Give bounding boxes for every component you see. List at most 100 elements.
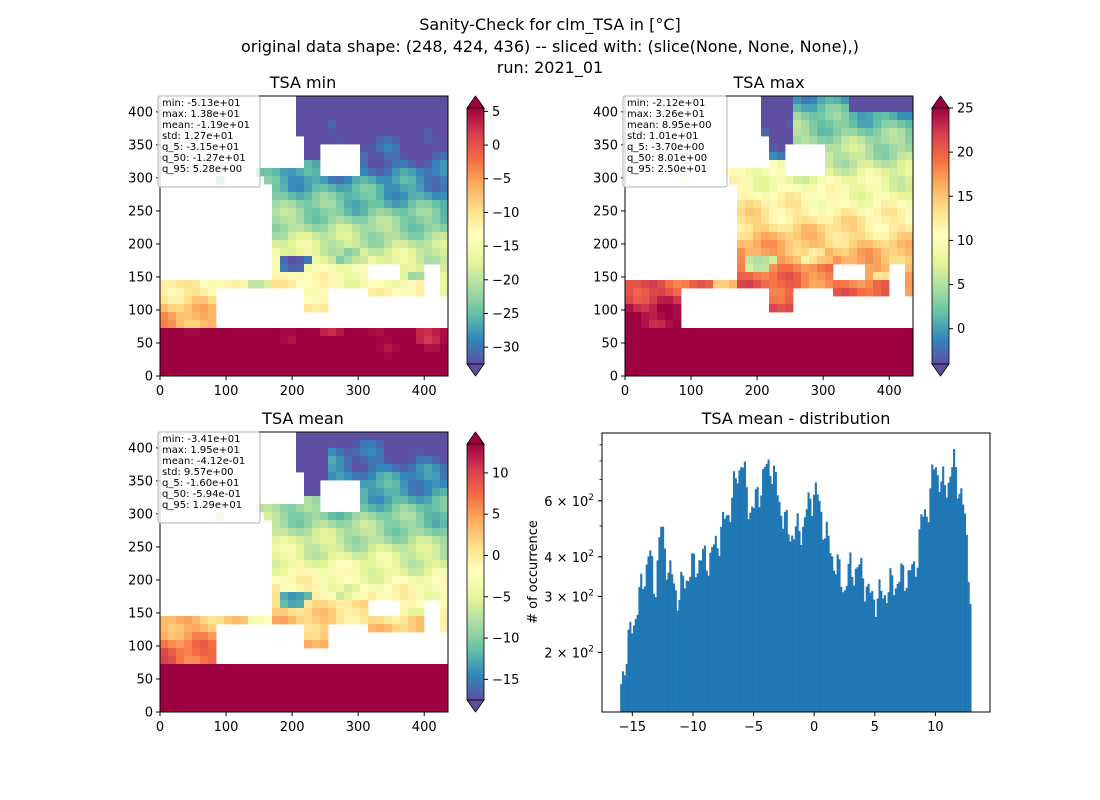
colorbar: 10 5 0 −5 −10 −15	[466, 431, 519, 713]
histogram-bar	[696, 573, 699, 712]
y-axis: 0 50 100 150 200 250 300 350 400	[128, 441, 160, 721]
histogram-bar	[642, 589, 645, 712]
plot-frame	[624, 95, 914, 377]
panel-title: TSA max	[732, 73, 804, 92]
stats-box-frame	[157, 431, 261, 524]
stats-line: std: 9.57e+00	[162, 467, 234, 478]
histogram-bar	[922, 516, 925, 712]
y-tick-label: 250	[593, 204, 618, 219]
histogram-bar	[754, 489, 757, 712]
colorbar-tick-label: 0	[492, 549, 500, 564]
y-tick-label: 350	[128, 138, 153, 153]
x-tick-label: 300	[346, 720, 371, 735]
histogram-bar	[934, 467, 937, 712]
stats-line: mean: -4.12e-01	[162, 456, 245, 467]
x-tick-label: 400	[412, 384, 437, 399]
histogram-bar	[745, 487, 748, 712]
stats-box-frame	[157, 95, 261, 188]
stats-line: std: 1.01e+01	[627, 131, 699, 142]
histogram-bar	[778, 501, 781, 712]
x-tick-label: 400	[877, 384, 902, 399]
colorbar-tick-label: 0	[957, 322, 965, 337]
histogram-bar	[953, 449, 956, 712]
colorbar-tick-label: 25	[957, 102, 974, 117]
histogram-bar	[887, 592, 890, 712]
histogram-bar	[758, 507, 761, 712]
histogram-bar	[702, 548, 705, 712]
x-tick-label: 5	[871, 720, 879, 735]
colorbar-tick-label: −30	[492, 341, 519, 356]
histogram-bar	[694, 577, 697, 712]
histogram-bar	[893, 595, 896, 712]
histogram-bar	[849, 552, 852, 712]
histogram-bar	[858, 564, 861, 712]
suptitle-line-1: Sanity-Check for clm_TSA in [°C]	[419, 15, 681, 35]
stats-line: min: -3.41e+01	[162, 434, 241, 445]
histogram-bar	[751, 506, 754, 712]
x-tick-label: 100	[214, 720, 239, 735]
heatmap-map-tsa-min	[160, 96, 449, 377]
histogram-bar	[882, 598, 885, 712]
histogram-bar	[969, 603, 972, 712]
y-tick-label: 0	[145, 706, 153, 721]
histogram-bar	[647, 556, 650, 712]
histogram-bar	[705, 570, 708, 712]
histogram-bar	[780, 515, 783, 712]
histogram-bar	[765, 463, 768, 712]
histogram-bar	[792, 539, 796, 712]
stats-line: q_50: -1.27e+01	[162, 153, 246, 164]
stats-line: max: 3.26e+01	[627, 109, 705, 120]
histogram-bar	[720, 526, 723, 712]
plot-frame	[159, 95, 449, 377]
histogram-bar	[825, 521, 828, 712]
histogram-bar	[898, 581, 901, 712]
colorbar: 25 20 15 10 5 0	[931, 95, 974, 377]
histogram-bar	[947, 482, 950, 712]
x-tick-label: 200	[280, 720, 305, 735]
histogram-bar	[871, 591, 874, 712]
histogram-bar	[625, 664, 628, 712]
histogram-bar	[738, 470, 741, 712]
x-tick-label: 200	[280, 384, 305, 399]
colorbar-extend-bottom	[931, 363, 950, 377]
histogram-bar	[651, 556, 654, 712]
histogram-bar	[867, 583, 870, 712]
histogram-bar	[676, 610, 679, 712]
colorbar-frame	[466, 443, 485, 701]
histogram-bar	[652, 593, 656, 712]
colorbar-tick-label: −10	[492, 632, 519, 647]
stats-line: max: 1.38e+01	[162, 109, 240, 120]
histogram-bar	[812, 494, 816, 712]
y-tick-label: 350	[128, 474, 153, 489]
y-tick-label: 100	[593, 303, 618, 318]
y-tick-label: 400	[593, 105, 618, 120]
x-tick-label: 0	[156, 384, 164, 399]
y-tick-label: 4 × 102	[544, 549, 594, 566]
histogram-bar	[771, 484, 774, 712]
histogram-bar	[865, 586, 868, 712]
panel-title: TSA mean - distribution	[701, 409, 891, 428]
colorbar-gradient	[932, 108, 949, 364]
plot-frame	[601, 432, 991, 713]
histogram-bar	[933, 469, 936, 712]
y-axis: 0 50 100 150 200 250 300 350 400	[593, 105, 625, 385]
stats-line: min: -5.13e+01	[162, 98, 241, 109]
x-tick-label: 400	[412, 720, 437, 735]
histogram-bar	[900, 563, 903, 712]
histogram-bar	[723, 518, 726, 712]
histogram-bar	[649, 550, 652, 712]
histogram-bar	[631, 633, 634, 712]
histogram-bar	[811, 516, 814, 712]
colorbar-tick-label: −5	[492, 590, 511, 605]
histogram-bar	[632, 625, 636, 712]
x-tick-label: 300	[346, 384, 371, 399]
histogram-bar	[874, 616, 877, 712]
histogram-bar	[807, 492, 810, 712]
stats-line: mean: -1.19e+01	[162, 120, 250, 131]
y-tick-label: 250	[128, 204, 153, 219]
x-tick-label: −10	[679, 720, 706, 735]
histogram-bar	[860, 557, 863, 712]
histogram-bar	[787, 534, 790, 712]
histogram-bar	[965, 534, 968, 712]
